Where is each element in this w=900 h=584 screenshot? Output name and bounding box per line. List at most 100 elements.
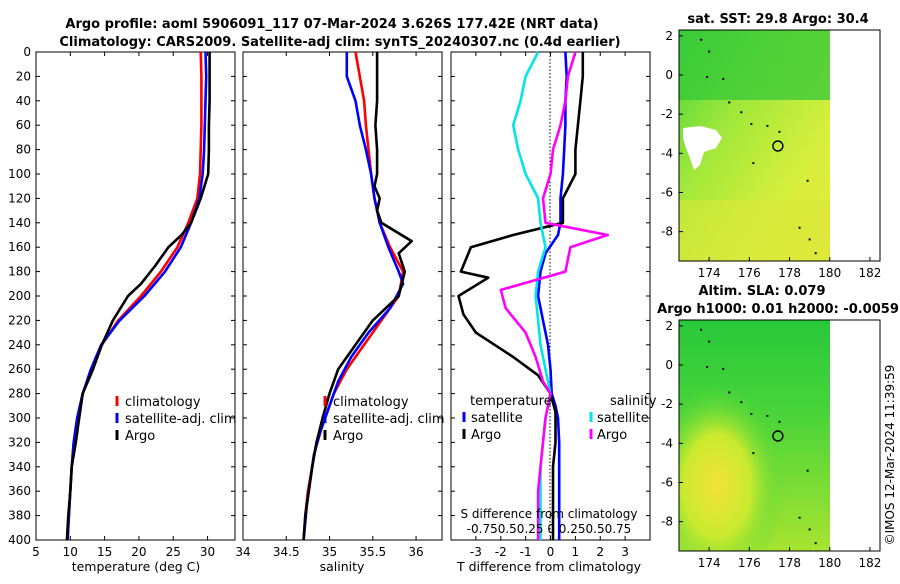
- sla-map-ticks: 174 176 178 180 182 2 0 -2 -4 -6 -8: [661, 319, 881, 570]
- x-tick-label: 36: [408, 545, 423, 559]
- series-line-satellite-t: [536, 51, 569, 540]
- map-y-tick-label: -2: [661, 397, 673, 411]
- sst-map-ticks: 174 176 178 180 182 2 0 -2 -4 -6 -8: [661, 29, 881, 280]
- island-mark: [700, 328, 703, 331]
- island-mark: [750, 122, 753, 125]
- sst-nodata-region: [830, 30, 880, 261]
- legend-label: Argo: [125, 429, 155, 444]
- island-mark: [778, 420, 781, 423]
- map-y-tick-label: -6: [661, 475, 673, 489]
- x-tick-label: 15: [97, 545, 112, 559]
- salinity-depth-ticks: [243, 51, 442, 541]
- x-tick-label: 3: [621, 545, 629, 559]
- x-tick-label: 25: [166, 545, 181, 559]
- map-y-tick-label: -2: [661, 107, 673, 121]
- series-line-argo: [302, 52, 414, 541]
- x-tick-label: 30: [200, 545, 215, 559]
- map-x-tick-label: 178: [778, 266, 801, 280]
- island-mark: [808, 238, 811, 241]
- island-mark: [806, 469, 809, 472]
- island-mark: [752, 452, 755, 455]
- x-tick-label: 2: [596, 545, 604, 559]
- island-mark: [806, 179, 809, 182]
- island-mark: [728, 391, 731, 394]
- sla-nodata-region: [830, 320, 880, 551]
- map-y-tick-label: 0: [665, 68, 673, 82]
- legend-label: climatology: [125, 395, 201, 410]
- figure-title-line1: Argo profile: aoml 5906091_117 07-Mar-20…: [65, 17, 598, 32]
- salinity-panel: 34 34.5 35 35.5 36 salinity climatology satel…: [235, 51, 445, 574]
- legend-label: climatology: [333, 395, 409, 410]
- island-mark: [752, 162, 755, 165]
- map-y-tick-label: -4: [661, 436, 673, 450]
- salinity-series: [302, 51, 414, 541]
- island-mark: [778, 130, 781, 133]
- x-tick-label: -1: [520, 545, 532, 559]
- map-x-tick-label: 182: [858, 266, 881, 280]
- island-mark: [766, 414, 769, 417]
- depth-tick-label: 160: [8, 240, 31, 254]
- island-mark: [722, 367, 725, 370]
- salinity-x-label: salinity: [320, 559, 365, 574]
- legend-label: satellite: [471, 411, 523, 426]
- temperature-legend: climatology satellite-adj. clim Argo: [115, 395, 237, 444]
- depth-tick-label: 120: [8, 191, 31, 205]
- map-x-tick-label: 180: [818, 266, 841, 280]
- salinity-x-ticks: 34 34.5 35 35.5 36: [235, 52, 424, 559]
- x-tick-label: 20: [131, 545, 146, 559]
- depth-tick-label: 0: [23, 45, 31, 59]
- x-tick-label: 0: [547, 545, 555, 559]
- sst-map-panel: sat. SST: 29.8 Argo: 30.4 174 176 178 180 18…: [661, 12, 881, 280]
- island-mark: [700, 38, 703, 41]
- depth-tick-label: 20: [16, 69, 31, 83]
- x-tick-label: 5: [32, 545, 40, 559]
- depth-tick-label: 40: [16, 94, 31, 108]
- sla-warm-anomaly: [679, 320, 830, 551]
- island-mark: [722, 77, 725, 80]
- series-line-argo: [65, 52, 211, 541]
- depth-tick-label: 380: [8, 509, 31, 523]
- series-line-argo-s: [499, 51, 610, 540]
- depth-axis-ticks: 0 20 40 60 80 100 120 140 160 180 200 220 240 260 280 3…: [8, 45, 235, 547]
- salinity-diff-label: S difference from climatology: [461, 507, 638, 521]
- legend-label: satellite-adj. clim: [125, 412, 237, 427]
- x-tick-label: 35.5: [359, 545, 386, 559]
- difference-series: [457, 51, 610, 540]
- island-mark: [708, 340, 711, 343]
- map-y-tick-label: -6: [661, 185, 673, 199]
- island-mark: [808, 528, 811, 531]
- legend-salinity-title: salinity: [610, 394, 657, 409]
- depth-tick-label: 280: [8, 387, 31, 401]
- difference-panel: -3 -2 -1 0 1 2 3 T difference from climatology…: [450, 51, 657, 574]
- difference-x-ticks: -3 -2 -1 0 1 2 3: [470, 52, 629, 559]
- legend-label: Argo: [597, 428, 627, 443]
- sla-island-marks: [700, 328, 817, 545]
- difference-legend: temperature salinity satellite Argo satellit…: [462, 394, 657, 443]
- x-tick-label: 1: [572, 545, 580, 559]
- map-x-tick-label: 176: [738, 266, 761, 280]
- island-mark: [740, 401, 743, 404]
- depth-tick-label: 200: [8, 289, 31, 303]
- depth-tick-label: 180: [8, 265, 31, 279]
- map-x-tick-label: 182: [858, 556, 881, 570]
- salinity-legend: climatology satellite-adj. clim Argo: [323, 395, 445, 444]
- depth-tick-label: 100: [8, 167, 31, 181]
- temperature-x-ticks: 5 10 15 20 25 30: [32, 52, 215, 559]
- sla-axes-frame: [678, 319, 881, 552]
- x-tick-label: -3: [470, 545, 482, 559]
- depth-tick-label: 240: [8, 338, 31, 352]
- legend-label: Argo: [333, 429, 363, 444]
- map-x-tick-label: 180: [818, 556, 841, 570]
- depth-tick-label: 400: [8, 533, 31, 547]
- island-mark: [766, 124, 769, 127]
- map-x-tick-label: 178: [778, 556, 801, 570]
- island-mark: [740, 111, 743, 114]
- depth-tick-label: 340: [8, 460, 31, 474]
- sla-map-panel: Altim. SLA: 0.079 Argo h1000: 0.01 h2000…: [657, 284, 899, 570]
- island-mark: [798, 226, 801, 229]
- depth-tick-label: 140: [8, 216, 31, 230]
- map-x-tick-label: 176: [738, 556, 761, 570]
- depth-tick-label: 220: [8, 313, 31, 327]
